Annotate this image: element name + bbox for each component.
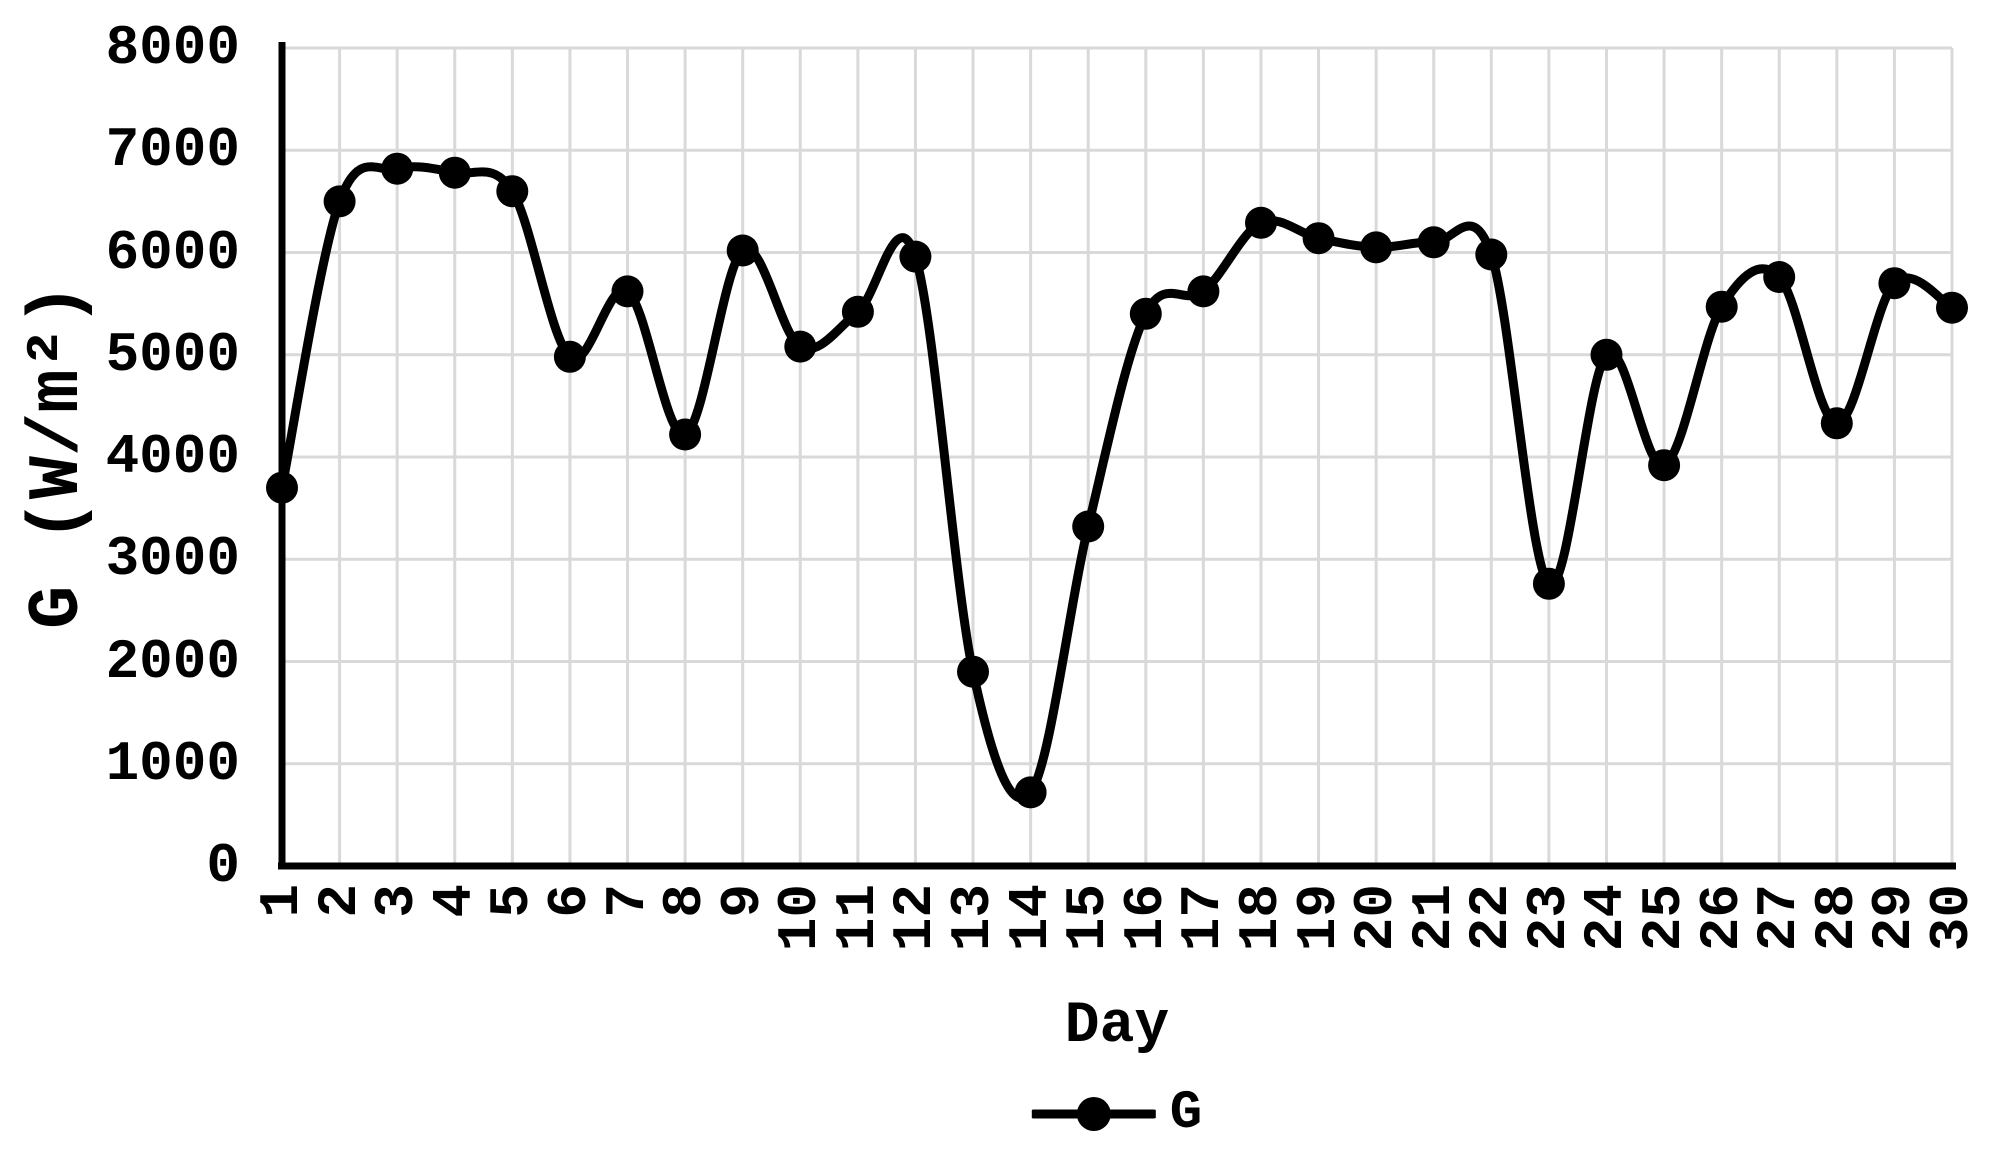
data-point: [1820, 407, 1853, 440]
x-tick-label: 25: [1632, 884, 1697, 952]
x-tick-label: 6: [537, 884, 602, 918]
data-point: [899, 240, 932, 273]
x-tick-label: 30: [1920, 884, 1984, 952]
x-tick-label: 7: [595, 884, 660, 918]
y-axis-title: G (W/m²): [17, 283, 99, 629]
x-tick-label: 26: [1689, 884, 1754, 952]
data-point: [726, 234, 759, 267]
data-point: [1705, 290, 1738, 323]
legend-label: G: [1169, 1083, 1203, 1144]
x-tick-label: 27: [1747, 884, 1812, 952]
y-tick-label: 0: [206, 834, 240, 898]
data-point: [553, 340, 586, 373]
x-tick-label: 20: [1344, 884, 1409, 952]
x-tick-label: 3: [365, 884, 430, 918]
data-point: [1187, 275, 1220, 308]
data-point: [1417, 226, 1450, 259]
data-point: [1302, 222, 1335, 255]
data-point: [266, 471, 298, 504]
y-tick-label: 3000: [105, 527, 240, 592]
data-point: [841, 295, 874, 328]
x-tick-label: 11: [825, 884, 890, 952]
y-tick-label: 6000: [105, 220, 240, 285]
data-point: [496, 175, 529, 208]
x-tick-label: 24: [1574, 884, 1639, 952]
data-point: [438, 156, 471, 189]
x-tick-label: 28: [1804, 884, 1869, 952]
data-point: [323, 185, 356, 218]
data-point: [1360, 231, 1393, 264]
y-tick-label: 1000: [105, 731, 240, 796]
x-tick-label: 1: [250, 884, 314, 918]
data-point: [1072, 510, 1105, 543]
data-point: [669, 418, 702, 451]
data-point: [1245, 206, 1277, 239]
x-tick-label: 4: [422, 884, 487, 918]
data-point: [957, 655, 989, 688]
data-point: [1936, 291, 1968, 324]
y-tick-label: 7000: [105, 118, 240, 183]
data-line-G: [277, 162, 1957, 803]
data-point: [1475, 238, 1508, 271]
legend-key-icon: [1031, 1097, 1156, 1131]
x-axis-title: Day: [1064, 994, 1170, 1059]
x-tick-label: 21: [1401, 884, 1466, 952]
x-tick-label: 23: [1516, 884, 1581, 952]
data-point: [1763, 261, 1796, 293]
data-point: [1129, 297, 1162, 330]
y-tick-label: 8000: [105, 16, 240, 80]
x-tick-label: 22: [1459, 884, 1524, 952]
x-tick-label: 10: [768, 884, 833, 952]
data-point: [1014, 776, 1047, 809]
data-point: [1590, 338, 1623, 371]
data-point: [611, 275, 644, 308]
y-tick-label: 4000: [105, 425, 240, 489]
legend-marker-icon: [1076, 1097, 1111, 1131]
x-tick-label: 2: [307, 884, 372, 918]
x-tick-label: 9: [710, 884, 775, 918]
x-tick-label: 5: [480, 884, 545, 918]
legend: G: [1031, 1082, 1203, 1146]
data-point: [1648, 449, 1681, 482]
y-tick-label: 5000: [105, 322, 240, 387]
data-point: [1878, 267, 1911, 300]
x-tick-label: 8: [653, 884, 718, 918]
y-tick-label: 2000: [105, 629, 240, 694]
data-point: [1532, 567, 1565, 600]
x-tick-label: 29: [1862, 884, 1927, 952]
data-point: [381, 152, 414, 185]
data-point: [784, 330, 817, 363]
